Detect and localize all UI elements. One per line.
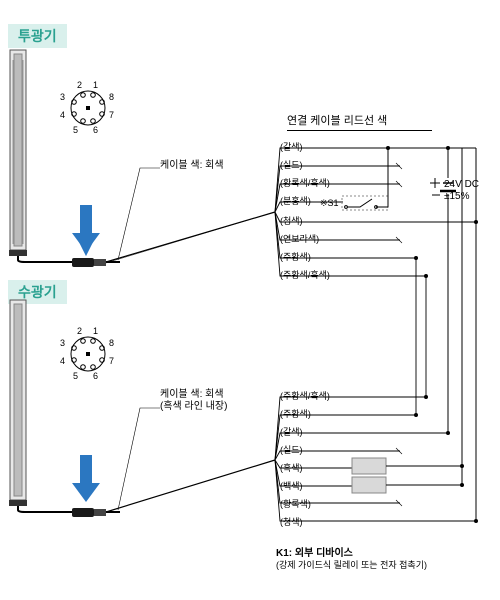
power-tolerance: ±15% (444, 191, 470, 202)
pin-b-2: 2 (77, 326, 82, 336)
pin-t-2: 2 (77, 80, 82, 90)
inter-unit-links (416, 258, 426, 415)
cable-color-label-bot-b: (흑색 라인 내장) (160, 397, 227, 412)
k1-box-label: K1 (359, 460, 381, 471)
header-label: 연결 케이블 리드선 색 (287, 112, 432, 131)
emitter-title: 투광기 (8, 24, 67, 48)
receiver-sensor (9, 300, 275, 517)
pin-t-1: 1 (93, 80, 98, 90)
cable-color-label-top: 케이블 색: 회색 (160, 156, 224, 171)
pin-t-6: 6 (93, 125, 98, 135)
wire-bot-3: (실드) (280, 443, 303, 456)
power-voltage: 24V DC (444, 179, 479, 190)
receiver-title: 수광기 (8, 280, 67, 304)
pin-t-5: 5 (73, 125, 78, 135)
emitter-connector-face-icon (71, 91, 105, 125)
wire-top-4: (청색) (280, 214, 303, 227)
pin-b-6: 6 (93, 371, 98, 381)
wire-bot-7: (청색) (280, 515, 303, 528)
wire-bot-6: (황록색) (280, 497, 311, 510)
emitter-sensor (9, 50, 275, 267)
pin-t-3: 3 (60, 92, 65, 102)
load-box-label: 부하 (354, 479, 384, 494)
wire-bot-4: (흑색) (280, 461, 303, 474)
wire-top-3: (분홍색) (280, 194, 311, 207)
pin-b-3: 3 (60, 338, 65, 348)
emitter-arrow-icon (72, 205, 100, 255)
pin-b-8: 8 (109, 338, 114, 348)
connection-dots (386, 146, 478, 523)
pin-t-7: 7 (109, 110, 114, 120)
receiver-connector-face-icon (71, 337, 105, 371)
pin-b-4: 4 (60, 356, 65, 366)
wire-top-2: (황록색/흑색) (280, 176, 330, 189)
pin-b-1: 1 (93, 326, 98, 336)
wire-top-7: (주황색/흑색) (280, 268, 330, 281)
switch-s1-label: ※S1 (320, 198, 339, 209)
wiring-diagram (0, 0, 500, 600)
pin-t-8: 8 (109, 92, 114, 102)
top-tick-marks (396, 163, 402, 243)
bottom-tick-marks (396, 448, 402, 506)
receiver-arrow-icon (72, 455, 100, 502)
wire-top-5: (연보라색) (280, 232, 319, 245)
pin-t-4: 4 (60, 110, 65, 120)
footer-k1-sub: (강제 가이드식 릴레이 또는 전자 접촉기) (276, 558, 427, 571)
wire-bot-5: (백색) (280, 479, 303, 492)
pin-b-7: 7 (109, 356, 114, 366)
wire-bot-2: (갈색) (280, 425, 303, 438)
switch-s1-icon (342, 148, 388, 210)
bus-lines (448, 148, 476, 521)
wire-top-1: (실드) (280, 158, 303, 171)
wire-bot-0: (주황색/흑색) (280, 389, 330, 402)
footer-k1: K1: 외부 디바이스 (276, 544, 353, 559)
wire-top-0: (갈색) (280, 140, 303, 153)
load-connections (386, 466, 462, 485)
pin-b-5: 5 (73, 371, 78, 381)
wire-top-6: (주황색) (280, 250, 311, 263)
wire-bot-1: (주황색) (280, 407, 311, 420)
